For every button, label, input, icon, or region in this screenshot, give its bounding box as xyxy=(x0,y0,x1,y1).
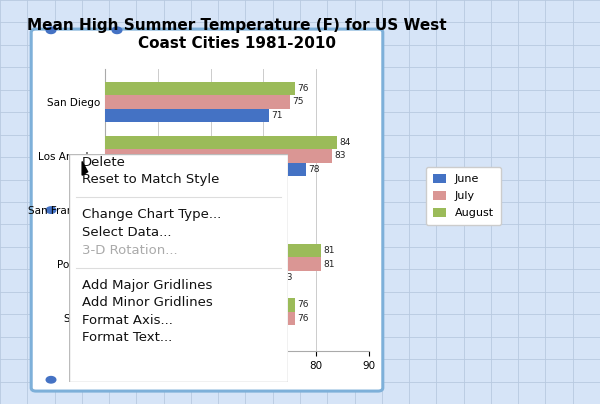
Text: 78: 78 xyxy=(308,165,319,174)
Bar xyxy=(0,217,242,230)
Bar xyxy=(0,163,305,176)
Bar xyxy=(0,257,322,271)
Circle shape xyxy=(112,27,122,34)
Text: 81: 81 xyxy=(323,260,335,269)
Bar xyxy=(0,109,269,122)
Text: 76: 76 xyxy=(297,314,308,323)
Bar xyxy=(0,190,253,203)
Text: Reset to Match Style: Reset to Match Style xyxy=(82,173,220,186)
Text: Add Minor Gridlines: Add Minor Gridlines xyxy=(82,296,213,309)
Y-axis label: Cities: Cities xyxy=(0,195,1,225)
Text: 71: 71 xyxy=(271,111,282,120)
Circle shape xyxy=(46,27,56,34)
Text: Add Major Gridlines: Add Major Gridlines xyxy=(82,279,212,292)
Text: 84: 84 xyxy=(340,138,351,147)
Legend: June, July, August: June, July, August xyxy=(426,167,501,225)
Circle shape xyxy=(46,377,56,383)
Text: 75: 75 xyxy=(292,97,304,106)
Bar xyxy=(0,82,295,95)
Text: Format Axis...: Format Axis... xyxy=(82,314,173,327)
Text: 3-D Rotation...: 3-D Rotation... xyxy=(82,244,178,257)
Text: 73: 73 xyxy=(281,273,293,282)
Circle shape xyxy=(46,207,56,213)
Text: 71: 71 xyxy=(271,327,282,337)
Text: 83: 83 xyxy=(334,152,346,160)
Bar xyxy=(0,311,295,325)
Text: Format Text...: Format Text... xyxy=(82,331,172,344)
Text: 66: 66 xyxy=(244,219,256,228)
Text: Delete: Delete xyxy=(82,156,126,169)
Text: 67: 67 xyxy=(250,206,261,215)
Bar xyxy=(0,271,279,284)
Bar xyxy=(0,203,248,217)
FancyBboxPatch shape xyxy=(31,29,383,391)
Text: Change Chart Type...: Change Chart Type... xyxy=(82,208,221,221)
Bar xyxy=(0,149,332,163)
Bar xyxy=(0,244,322,257)
Text: 68: 68 xyxy=(255,192,266,201)
Bar xyxy=(0,298,295,311)
Text: 76: 76 xyxy=(297,84,308,93)
Text: Select Data...: Select Data... xyxy=(82,226,172,239)
Text: 81: 81 xyxy=(323,246,335,255)
Bar xyxy=(0,95,290,109)
Bar xyxy=(0,325,269,339)
Bar xyxy=(0,136,337,149)
Text: 76: 76 xyxy=(297,300,308,309)
Text: Mean High Summer Temperature (F) for US West
Coast Cities 1981-2010: Mean High Summer Temperature (F) for US … xyxy=(27,18,447,50)
Polygon shape xyxy=(82,162,88,175)
